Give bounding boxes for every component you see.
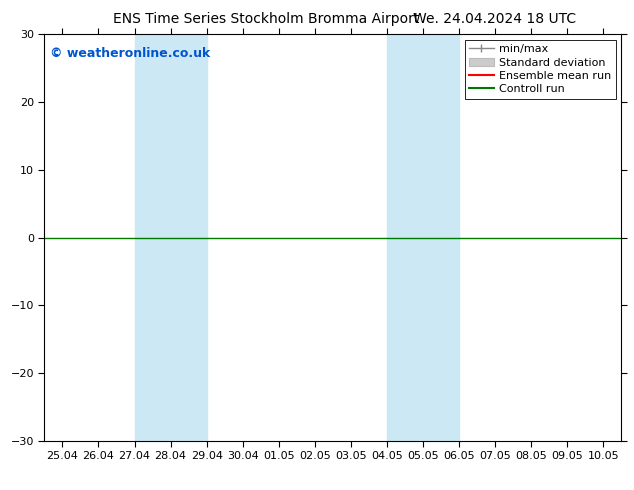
Text: ENS Time Series Stockholm Bromma Airport: ENS Time Series Stockholm Bromma Airport <box>113 12 420 26</box>
Text: © weatheronline.co.uk: © weatheronline.co.uk <box>50 47 210 59</box>
Text: We. 24.04.2024 18 UTC: We. 24.04.2024 18 UTC <box>413 12 576 26</box>
Legend: min/max, Standard deviation, Ensemble mean run, Controll run: min/max, Standard deviation, Ensemble me… <box>465 40 616 99</box>
Bar <box>387 34 459 441</box>
Bar <box>134 34 207 441</box>
